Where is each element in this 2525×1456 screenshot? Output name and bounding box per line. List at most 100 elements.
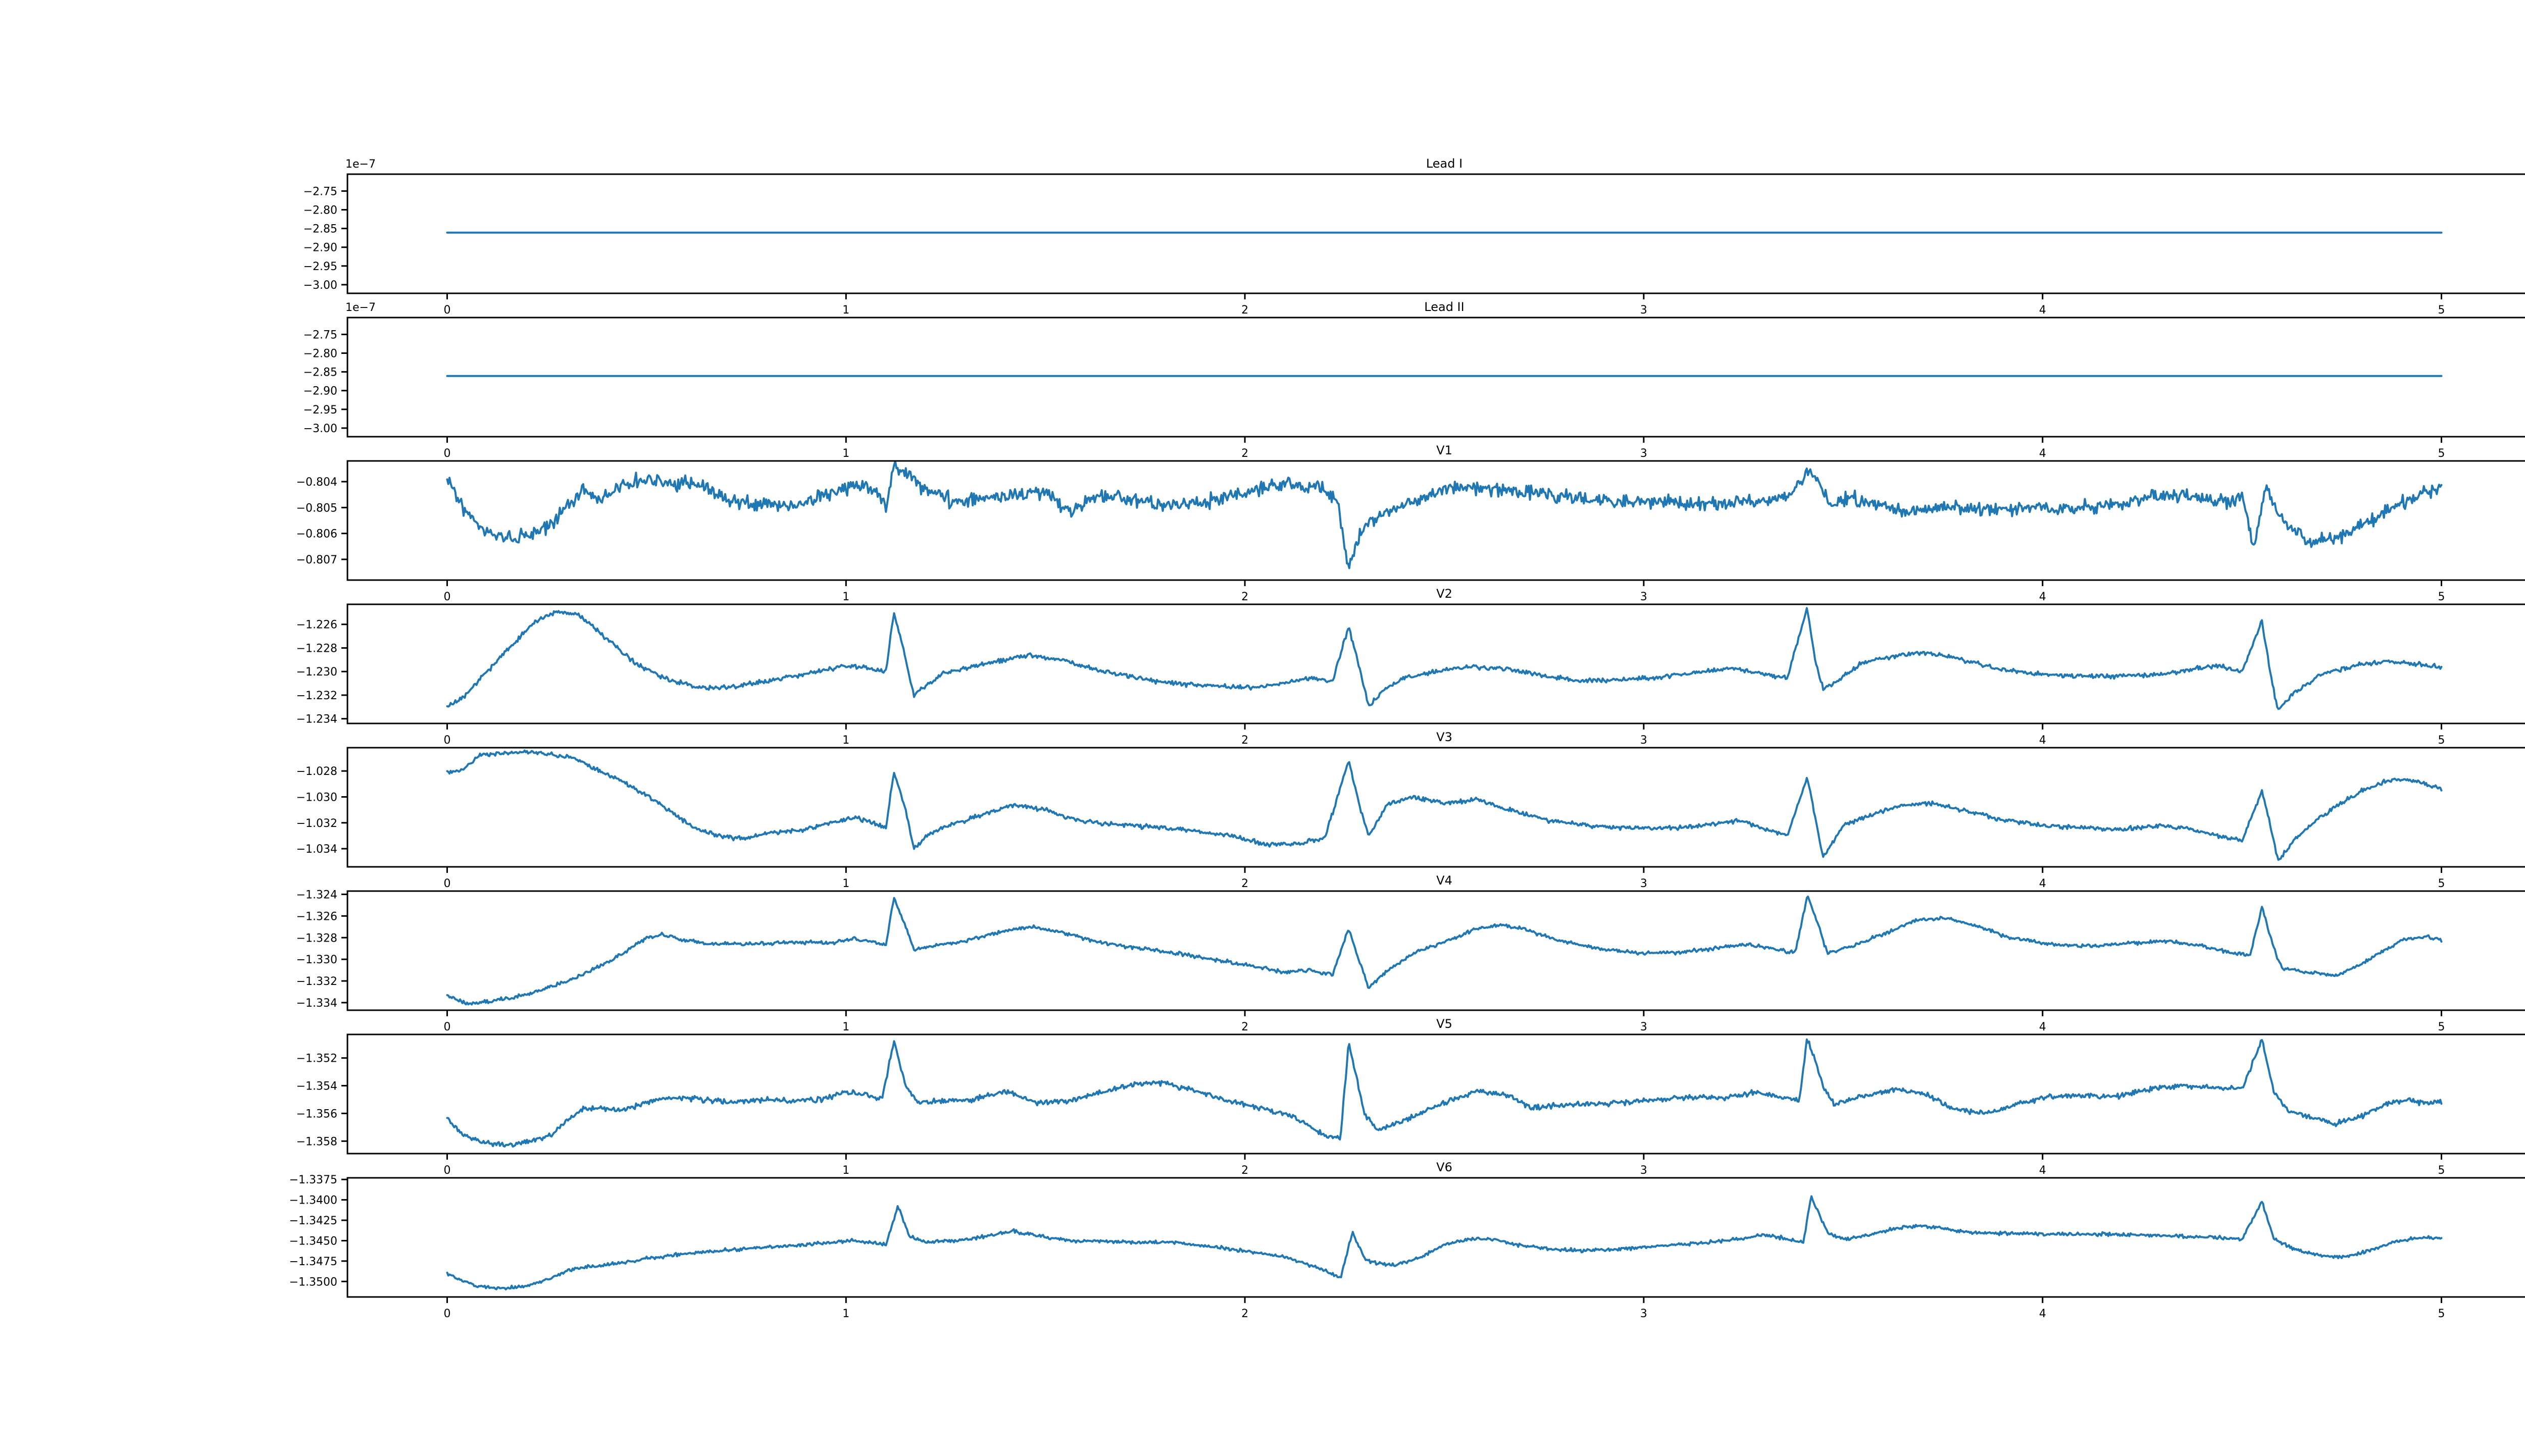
subplot-v2-trace — [446, 607, 2443, 710]
y-tick-label: −2.95 — [304, 261, 337, 273]
x-tick-label: 1 — [842, 1308, 849, 1320]
subplot-v6-yaxis: −1.3375 −1.3400 −1.3425 −1.3450 −1.3475 −1.35… — [289, 1174, 347, 1288]
x-tick-label: 0 — [443, 591, 450, 603]
x-tick-label: 1 — [842, 447, 849, 460]
y-tick-label: −2.80 — [304, 204, 337, 217]
y-tick-label: −1.3475 — [289, 1256, 337, 1268]
x-tick-label: 5 — [2438, 1308, 2445, 1320]
subplot-lead-i-frame — [346, 173, 2525, 294]
subplot-v6-trace — [446, 1195, 2443, 1291]
x-tick-label: 0 — [443, 1021, 450, 1033]
subplot-v1-title: V1 — [1436, 443, 1452, 457]
x-tick-label: 2 — [1241, 1308, 1248, 1320]
x-tick-label: 2 — [1241, 734, 1248, 747]
y-tick-label: −2.75 — [304, 185, 337, 198]
y-tick-label: −1.032 — [296, 817, 337, 830]
y-tick-label: −1.3375 — [289, 1174, 337, 1186]
y-axis-offset-label: 1e−7 — [345, 158, 376, 171]
x-tick-label: 3 — [1640, 304, 1647, 317]
y-tick-label: −0.807 — [296, 554, 337, 566]
x-tick-label: 0 — [443, 304, 450, 317]
x-tick-label: 2 — [1241, 447, 1248, 460]
subplot-v4-xaxis: 0 1 2 3 4 5 — [443, 1010, 2445, 1033]
subplot-lead-ii-xaxis: 0 1 2 3 4 5 — [443, 437, 2445, 460]
subplot-v2-yaxis: −1.226 −1.228 −1.230 −1.232 −1.234 — [296, 619, 347, 726]
y-tick-label: −1.358 — [296, 1135, 337, 1148]
y-tick-label: −2.85 — [304, 223, 337, 236]
x-tick-label: 4 — [2039, 447, 2046, 460]
subplot-v2-xaxis: 0 1 2 3 4 5 — [443, 723, 2445, 747]
y-tick-label: −1.232 — [296, 690, 337, 702]
y-tick-label: −1.332 — [296, 975, 337, 988]
y-axis-offset-label: 1e−7 — [345, 301, 376, 314]
x-tick-label: 3 — [1640, 447, 1647, 460]
subplot-v3-xaxis: 0 1 2 3 4 5 — [443, 867, 2445, 890]
subplot-v6: V6−1.3375−1.3400−1.3425−1.3450−1.3475−1.… — [289, 1160, 2525, 1320]
x-tick-label: 3 — [1640, 877, 1647, 890]
x-tick-label: 4 — [2039, 591, 2046, 603]
x-tick-label: 1 — [842, 877, 849, 890]
y-tick-label: −1.354 — [296, 1080, 337, 1093]
y-tick-label: −1.356 — [296, 1108, 337, 1120]
subplot-v4: V4 −1.324 −1.326 −1.328 −1.330 −1.332 −1.334 0 1… — [296, 873, 2525, 1033]
y-tick-label: −2.75 — [304, 329, 337, 341]
y-tick-label: −1.330 — [296, 954, 337, 966]
subplot-v1-yaxis: −0.804 −0.805 −0.806 −0.807 — [296, 476, 347, 566]
subplot-v6-frame — [346, 1177, 2525, 1298]
subplot-v3: V3 −1.028 −1.030 −1.032 −1.034 0 1 2 3 4 5 — [296, 730, 2525, 890]
x-tick-label: 5 — [2438, 447, 2445, 460]
x-tick-label: 0 — [443, 447, 450, 460]
x-tick-label: 4 — [2039, 877, 2046, 890]
subplot-v2-frame — [346, 603, 2525, 724]
subplot-v1: V1 −0.804 −0.805 −0.806 −0.807 0 1 2 3 4 5 — [296, 443, 2525, 603]
x-tick-label: 2 — [1241, 877, 1248, 890]
subplot-v4-trace — [446, 895, 2443, 1006]
y-tick-label: −1.230 — [296, 666, 337, 679]
y-tick-label: −1.352 — [296, 1053, 337, 1065]
subplot-v5-yaxis: −1.352 −1.354 −1.356 −1.358 — [296, 1053, 347, 1148]
subplot-lead-ii-title: Lead II — [1424, 300, 1464, 314]
subplot-v3-yaxis: −1.028 −1.030 −1.032 −1.034 — [296, 765, 347, 856]
subplot-v3-trace — [446, 749, 2443, 861]
x-tick-label: 3 — [1640, 1164, 1647, 1177]
subplot-v2: V2 −1.226 −1.228 −1.230 −1.232 −1.234 0 1 2 3 4 5 — [296, 587, 2525, 747]
x-tick-label: 5 — [2438, 1021, 2445, 1033]
x-tick-label: 5 — [2438, 304, 2445, 317]
y-tick-label: −1.324 — [296, 889, 337, 901]
y-tick-label: −2.90 — [304, 242, 337, 254]
subplot-v5-xaxis: 0 1 2 3 4 5 — [443, 1154, 2445, 1177]
subplot-v4-yaxis: −1.324 −1.326 −1.328 −1.330 −1.332 −1.334 — [296, 889, 347, 1010]
x-tick-label: 1 — [842, 1164, 849, 1177]
x-tick-label: 5 — [2438, 734, 2445, 747]
subplot-v5-title: V5 — [1436, 1017, 1452, 1031]
subplot-v5: V5 −1.352 −1.354 −1.356 −1.358 0 1 2 3 4 5 — [296, 1017, 2525, 1177]
y-tick-label: −2.95 — [304, 404, 337, 417]
y-tick-label: −1.028 — [296, 765, 337, 778]
y-tick-label: −1.334 — [296, 997, 337, 1010]
subplot-lead-i-xaxis: 0 1 2 3 4 5 — [443, 293, 2445, 317]
y-tick-label: −1.3450 — [289, 1235, 337, 1247]
y-tick-label: −0.805 — [296, 502, 337, 514]
x-tick-label: 5 — [2438, 591, 2445, 603]
x-tick-label: 4 — [2039, 304, 2046, 317]
y-tick-label: −3.00 — [304, 279, 337, 292]
x-tick-label: 0 — [443, 1164, 450, 1177]
x-tick-label: 4 — [2039, 1021, 2046, 1033]
x-tick-label: 4 — [2039, 1164, 2046, 1177]
subplot-v3-title: V3 — [1436, 730, 1452, 744]
x-tick-label: 1 — [842, 1021, 849, 1033]
y-tick-label: −1.3400 — [289, 1194, 337, 1207]
y-tick-label: −1.034 — [296, 843, 337, 856]
y-tick-label: −2.80 — [304, 348, 337, 360]
y-tick-label: −1.228 — [296, 642, 337, 655]
y-tick-label: −2.90 — [304, 385, 337, 398]
x-tick-label: 2 — [1241, 304, 1248, 317]
subplot-lead-i-yaxis: −2.75 −2.80 −2.85 −2.90 −2.95 −3.00 — [304, 185, 347, 292]
x-tick-label: 4 — [2039, 1308, 2046, 1320]
x-tick-label: 2 — [1241, 591, 1248, 603]
y-tick-label: −0.806 — [296, 528, 337, 541]
x-tick-label: 1 — [842, 304, 849, 317]
x-tick-label: 5 — [2438, 877, 2445, 890]
